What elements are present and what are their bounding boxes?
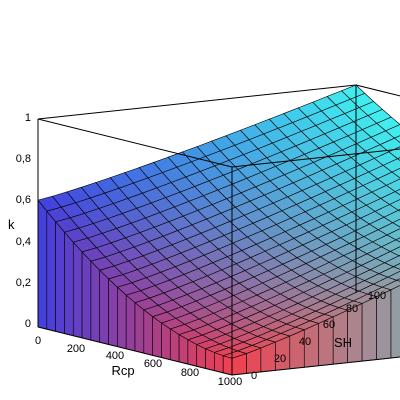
surface-wall — [99, 269, 109, 345]
y-tick-label: 80 — [346, 303, 358, 315]
x-axis: 0 200 400 600 800 1000 Rcp — [35, 335, 242, 388]
x-tick-label: 0 — [35, 335, 41, 347]
surface-wall — [81, 251, 92, 341]
z-axis: 1 0,8 0,6 0,4 0,2 0 k — [8, 112, 31, 330]
surface-wall — [125, 294, 136, 352]
x-tick-label: 400 — [106, 350, 124, 362]
box-edge — [37, 84, 357, 120]
surface-wall — [143, 309, 153, 356]
z-axis-title: k — [8, 217, 15, 232]
y-tick-label: 0 — [251, 370, 257, 382]
x-tick-label: 200 — [67, 343, 85, 355]
surface-wall — [64, 231, 74, 337]
y-axis-title: SH — [334, 335, 352, 350]
x-tick-label: 800 — [181, 367, 199, 379]
x-tick-label: 600 — [144, 358, 162, 370]
surface-wall — [46, 210, 56, 332]
surface-cell — [395, 278, 400, 282]
surface-wall — [390, 285, 400, 359]
box-edge — [231, 148, 400, 168]
z-tick-label: 0,2 — [16, 277, 31, 289]
surface-wall — [117, 286, 127, 350]
surface-wall — [187, 339, 198, 367]
surface-wall — [72, 241, 83, 339]
surface-wall — [55, 221, 65, 334]
surface-cell — [393, 135, 400, 144]
box-edge — [355, 84, 400, 97]
surface-wall — [161, 322, 171, 361]
y-tick-label: 20 — [274, 353, 286, 365]
surface-wall — [361, 296, 377, 362]
bounding-box — [37, 84, 400, 376]
box-edge — [231, 356, 400, 376]
surface-wall — [152, 316, 162, 358]
z-tick-label: 0 — [25, 318, 31, 330]
surface-wall — [108, 278, 118, 348]
surface-wall — [169, 328, 180, 363]
y-tick-label: 60 — [323, 319, 335, 331]
surface-wall — [222, 355, 233, 376]
surface-cell — [395, 237, 400, 243]
surface-cell — [394, 189, 400, 196]
surface-wall — [134, 302, 145, 354]
y-axis: 0 20 40 60 80 100 SH — [251, 290, 386, 382]
z-tick-label: 0,8 — [16, 153, 31, 165]
surface-wall — [196, 344, 206, 369]
y-tick-label: 100 — [368, 290, 386, 302]
surface-wall — [37, 199, 48, 330]
x-axis-title: Rcp — [111, 363, 134, 378]
z-tick-label: 1 — [25, 112, 31, 124]
surface-wall — [178, 334, 189, 365]
surface-wall — [205, 348, 215, 372]
y-tick-label: 40 — [299, 336, 311, 348]
z-tick-label: 0,4 — [16, 236, 31, 248]
box-edge — [37, 326, 233, 376]
surface-mesh — [37, 84, 400, 376]
z-tick-label: 0,6 — [16, 194, 31, 206]
surface-wall — [214, 352, 224, 374]
x-tick-label: 1000 — [218, 376, 242, 388]
surface-wall — [90, 260, 101, 343]
box-edge — [37, 118, 233, 168]
